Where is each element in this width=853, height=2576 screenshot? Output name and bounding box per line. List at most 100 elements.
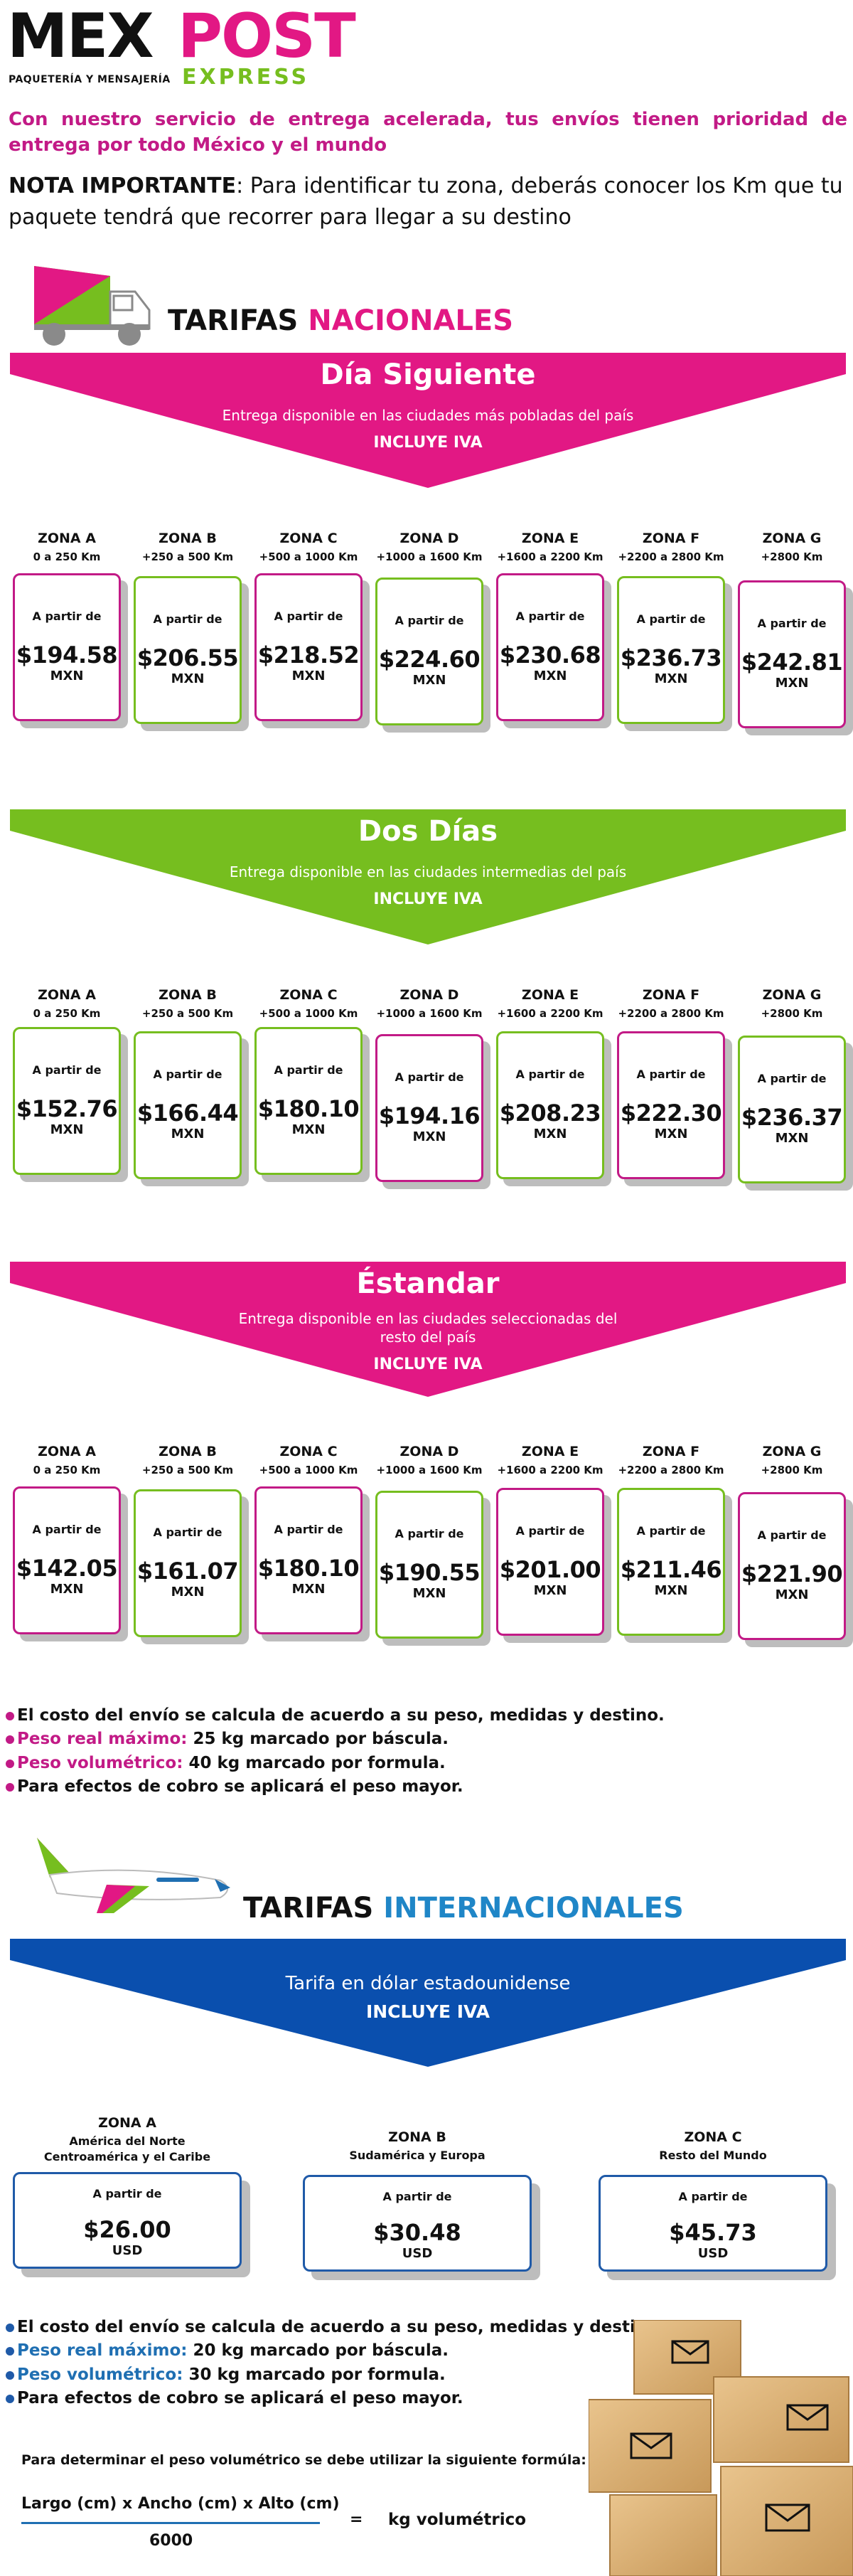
intl-price-value: $45.73	[669, 2219, 757, 2246]
from-label: A partir de	[382, 2190, 452, 2203]
zone-range: +500 a 1000 Km	[259, 550, 358, 563]
intro-text: Con nuestro servicio de entrega acelerad…	[9, 109, 847, 156]
price-card: A partir de $211.46 MXN	[617, 1488, 725, 1636]
from-label: A partir de	[757, 1528, 827, 1542]
zone-label: ZONA B +250 a 500 Km	[131, 531, 245, 563]
price-card: A partir de $224.60 MXN	[375, 578, 483, 725]
service-desc: Entrega disponible en las ciudades inter…	[229, 863, 627, 880]
zone-label: ZONA D +1000 a 1600 Km	[372, 987, 486, 1020]
service-desc: Entrega disponible en las ciudades más p…	[222, 407, 634, 424]
currency-label: MXN	[533, 1583, 567, 1598]
zone-name: ZONA C	[279, 987, 338, 1003]
price-card: A partir de $166.44 MXN	[134, 1031, 242, 1179]
service-iva: INCLUYE IVA	[373, 1356, 483, 1373]
zone-name: ZONA C	[279, 1444, 338, 1459]
zone-name: ZONA A	[38, 1444, 96, 1459]
bullet-dot-icon	[6, 2324, 14, 2332]
zone-name: ZONA D	[399, 531, 459, 546]
from-label: A partir de	[515, 610, 585, 623]
price-value: $180.10	[257, 1555, 360, 1582]
note-text: : Para identificar tu zona, deberás cono…	[9, 174, 843, 230]
from-label: A partir de	[32, 1523, 102, 1536]
bullet-highlight: Peso volumétrico:	[17, 1753, 183, 1772]
from-label: A partir de	[395, 1070, 464, 1084]
zone-name: ZONA B	[159, 531, 217, 546]
price-card: A partir de $206.55 MXN	[134, 576, 242, 724]
price-card: A partir de $230.68 MXN	[496, 573, 604, 721]
currency-label: MXN	[50, 1122, 84, 1137]
price-value: $208.23	[499, 1100, 601, 1127]
price-card: A partir de $218.52 MXN	[254, 573, 363, 721]
intl-zone-region-line1: América del Norte	[69, 2134, 186, 2148]
intl-price-value: $30.48	[373, 2219, 461, 2246]
zone-name: ZONA B	[159, 987, 217, 1003]
currency-label: MXN	[291, 669, 326, 683]
price-value: $211.46	[620, 1556, 722, 1583]
price-card: A partir de $194.58 MXN	[13, 573, 121, 721]
from-label: A partir de	[32, 610, 102, 623]
zone-label: ZONA D +1000 a 1600 Km	[372, 1444, 486, 1476]
bullet-highlight: Peso volumétrico:	[17, 2365, 183, 2384]
currency-label: MXN	[775, 1131, 809, 1146]
currency-label: MXN	[50, 1582, 84, 1597]
zone-name: ZONA A	[38, 531, 96, 546]
price-value: $194.16	[378, 1102, 481, 1129]
from-label: A partir de	[636, 1524, 706, 1538]
zone-label: ZONA C +500 a 1000 Km	[252, 1444, 365, 1476]
price-value: $236.73	[620, 644, 722, 671]
international-ribbon: Tarifa en dólar estadounidense INCLUYE I…	[10, 1939, 846, 2067]
zone-name: ZONA E	[521, 531, 579, 546]
currency-label: MXN	[533, 669, 567, 683]
intl-zone-region-line2: Centroamérica y el Caribe	[43, 2149, 211, 2163]
price-value: $161.07	[136, 1558, 239, 1585]
formula-result: kg volumétrico	[388, 2511, 527, 2529]
intl-zone-label: ZONA B Sudamérica y Europa	[303, 2129, 532, 2163]
intl-zone-name: ZONA C	[684, 2129, 742, 2145]
zone-range: +1600 a 2200 Km	[497, 1007, 603, 1020]
bullet-dot-icon	[6, 2395, 14, 2404]
bullet-dot-icon	[6, 2370, 14, 2380]
zone-range: +2200 a 2800 Km	[618, 1007, 724, 1020]
service-iva: INCLUYE IVA	[373, 434, 483, 452]
bullet-dot-icon	[6, 1735, 14, 1745]
price-card: A partir de $190.55 MXN	[375, 1491, 483, 1639]
price-value: $166.44	[136, 1100, 239, 1127]
truck-icon	[34, 266, 151, 346]
price-card: A partir de $194.16 MXN	[375, 1034, 483, 1182]
zone-range: +2200 a 2800 Km	[618, 550, 724, 563]
zone-name: ZONA C	[279, 531, 338, 546]
from-label: A partir de	[757, 1072, 827, 1085]
price-value: $224.60	[378, 646, 481, 673]
important-note: NOTA IMPORTANTE: Para identificar tu zon…	[9, 171, 847, 233]
international-ribbon-desc: Tarifa en dólar estadounidense	[285, 1973, 571, 1994]
zone-range: +250 a 500 Km	[141, 1007, 234, 1020]
service-ribbon: Día Siguiente Entrega disponible en las c…	[10, 353, 846, 488]
currency-label: MXN	[291, 1582, 326, 1597]
service-title: Día Siguiente	[320, 358, 536, 391]
bullet-text: El costo del envío se calcula de acuerdo…	[17, 2318, 665, 2336]
price-value: $242.81	[741, 649, 843, 676]
price-card: A partir de $208.23 MXN	[496, 1031, 604, 1179]
zone-range: 0 a 250 Km	[33, 550, 101, 563]
currency-label: MXN	[533, 1127, 567, 1141]
bullet-item: Peso volumétrico: 30 kg marcado por form…	[6, 2363, 665, 2387]
zone-range: +2800 Km	[761, 550, 823, 563]
from-label: A partir de	[153, 612, 222, 626]
price-card: A partir de $180.10 MXN	[254, 1486, 363, 1634]
currency-label: MXN	[291, 1122, 326, 1137]
zone-label: ZONA E +1600 a 2200 Km	[493, 531, 607, 563]
logo-express: EXPRESS	[182, 65, 310, 90]
price-value: $194.58	[16, 642, 118, 669]
bullet-text: Para efectos de cobro se aplicará el pes…	[17, 1777, 463, 1797]
zone-range: +500 a 1000 Km	[259, 1007, 358, 1020]
currency-label: USD	[112, 2243, 143, 2258]
service-title: Éstandar	[356, 1267, 500, 1300]
international-heading-b: INTERNACIONALES	[383, 1892, 684, 1925]
intl-zone-label: ZONA A América del Norte Centroamérica y …	[13, 2115, 242, 2164]
bullet-highlight: Peso real máximo:	[17, 1730, 188, 1749]
bullet-dot-icon	[6, 1783, 14, 1792]
national-heading-b: NACIONALES	[308, 304, 513, 337]
price-value: $142.05	[16, 1555, 118, 1582]
national-heading: TARIFAS NACIONALES	[168, 304, 513, 337]
zone-range: +2800 Km	[761, 1464, 823, 1476]
